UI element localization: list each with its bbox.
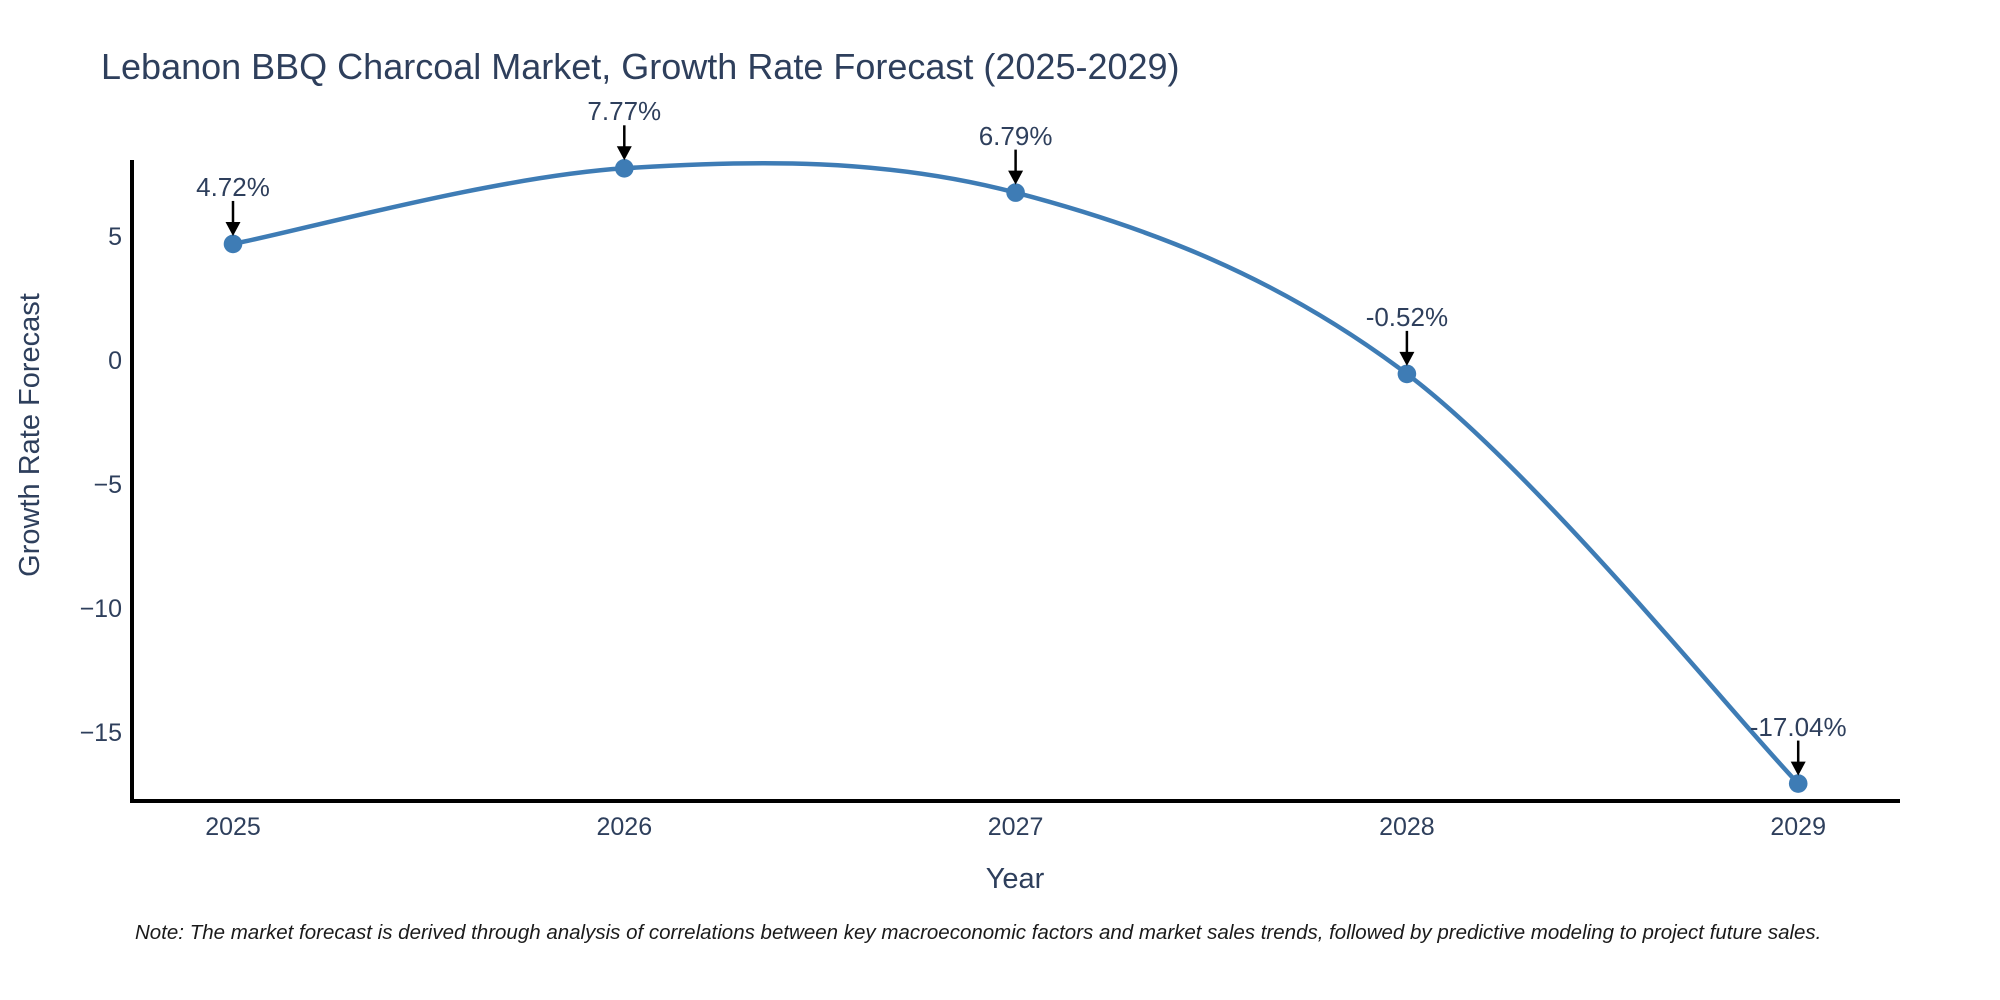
x-tick-label: 2028	[1379, 813, 1435, 841]
annotation-arrow-head	[1399, 351, 1415, 366]
data-point-marker	[615, 159, 634, 178]
point-annotation: 6.79%	[978, 120, 1053, 151]
point-annotation: 4.72%	[196, 171, 270, 202]
y-tick-label: −5	[93, 471, 122, 499]
x-axis-title: Year	[985, 863, 1045, 895]
point-annotation: -17.04%	[1749, 711, 1847, 742]
chart-title: Lebanon BBQ Charcoal Market, Growth Rate…	[101, 46, 1180, 87]
forecast-line	[230, 160, 1801, 786]
x-tick-label: 2029	[1770, 813, 1826, 841]
y-tick-label: 0	[108, 347, 122, 375]
point-annotation: 7.77%	[587, 96, 662, 127]
point-annotation: -0.52%	[1365, 301, 1449, 332]
annotation-arrow-head	[1790, 761, 1806, 776]
y-tick-label: −10	[79, 595, 122, 623]
data-point-marker	[1397, 364, 1417, 384]
annotation-arrow-head	[616, 146, 632, 161]
x-tick-label: 2025	[205, 813, 261, 841]
x-tick-label: 2026	[596, 813, 653, 841]
x-tick-label: 2027	[987, 813, 1044, 841]
annotation-arrow-head	[225, 221, 241, 236]
y-tick-label: 5	[108, 223, 122, 251]
data-point-marker	[223, 234, 243, 254]
footnote: Note: The market forecast is derived thr…	[135, 921, 1822, 944]
y-tick-label: −15	[79, 719, 122, 747]
annotation-arrow-head	[1008, 170, 1024, 185]
data-point-marker	[1006, 183, 1025, 202]
data-point-marker	[1788, 774, 1808, 793]
